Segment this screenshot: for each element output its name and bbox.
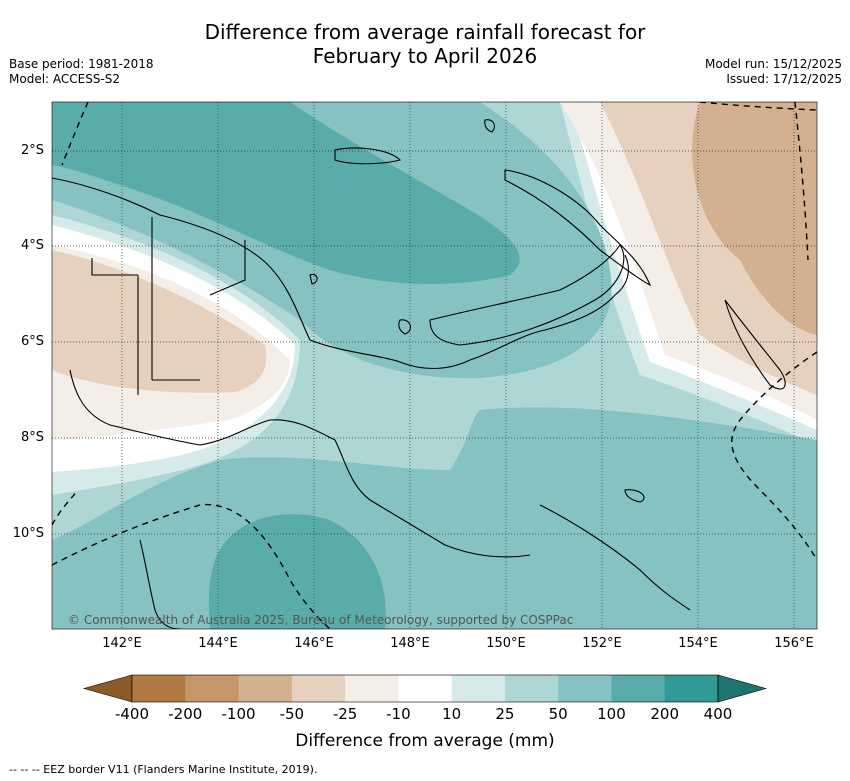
colorbar-segment — [611, 675, 666, 702]
lon-label-144e: 144°E — [198, 636, 238, 651]
eez-border-ne — [699, 102, 817, 111]
lat-label-10s: 10°S — [12, 526, 44, 541]
small-islands — [309, 119, 645, 503]
model-run-text: Model run: 15/12/2025 — [704, 57, 842, 71]
eez-border-sw — [52, 489, 79, 526]
colorbar-segment — [132, 675, 186, 702]
colorbar-tick-label: 400 — [703, 705, 733, 723]
colorbar-extend-high — [717, 674, 768, 703]
colorbar — [82, 674, 768, 703]
eez-border-se — [731, 351, 817, 561]
map-frame — [51, 101, 818, 630]
colorbar-tick-label: -200 — [168, 705, 203, 723]
lon-label-148e: 148°E — [390, 636, 430, 651]
anomaly-band-minus25-w — [52, 250, 267, 393]
anomaly-band-100-200-south — [208, 514, 386, 629]
eez-legend: -- -- -- EEZ border V11 (Flanders Marine… — [9, 763, 318, 776]
lat-label-4s: 4°S — [20, 238, 44, 253]
province-borders — [91, 217, 246, 395]
lon-label-152e: 152°E — [582, 636, 622, 651]
colorbar-tick-label: -25 — [332, 705, 358, 723]
colorbar-tick-label: -100 — [221, 705, 256, 723]
colorbar-segment — [185, 675, 239, 702]
colorbar-segment — [345, 675, 399, 702]
coastlines — [52, 119, 786, 629]
new-guinea-north-coast — [52, 177, 629, 369]
colorbar-frame — [131, 674, 719, 703]
louisiade-archipelago — [539, 504, 691, 611]
model-text: Model: ACCESS-S2 — [9, 72, 121, 86]
map-fill-layer — [52, 102, 817, 629]
lon-label-150e: 150°E — [486, 636, 526, 651]
colorbar-tick-label: 50 — [548, 705, 568, 723]
lat-label-2s: 2°S — [20, 143, 44, 158]
title-line-2: February to April 2026 — [312, 44, 538, 68]
new-ireland — [504, 169, 652, 287]
meta-right: Model run: 15/12/2025 Issued: 17/12/2025 — [705, 57, 842, 87]
colorbar-segment — [398, 675, 453, 702]
lon-label-154e: 154°E — [678, 636, 718, 651]
graticule — [52, 102, 817, 629]
colorbar-extend-low — [82, 674, 133, 703]
bougainville — [724, 299, 786, 390]
title-line-1: Difference from average rainfall forecas… — [204, 20, 646, 44]
colorbar-tick-label: -10 — [386, 705, 411, 723]
new-britain — [429, 244, 625, 346]
colorbar-segment — [664, 675, 719, 702]
lon-label-146e: 146°E — [294, 636, 334, 651]
issued-text: Issued: 17/12/2025 — [726, 72, 842, 86]
manus-island — [334, 147, 402, 165]
colorbar-segment — [504, 675, 559, 702]
new-guinea-south-coast — [69, 369, 531, 558]
cape-york — [139, 539, 181, 629]
base-period-text: Base period: 1981-2018 — [9, 57, 154, 71]
copyright-credit: © Commonwealth of Australia 2025, Bureau… — [68, 613, 574, 627]
lon-label-156e: 156°E — [774, 636, 814, 651]
anomaly-band-minus50-ne — [692, 102, 817, 335]
meta-left: Base period: 1981-2018 Model: ACCESS-S2 — [9, 57, 154, 87]
lat-label-8s: 8°S — [20, 430, 44, 445]
colorbar-tick-label: -50 — [279, 705, 305, 723]
colorbar-segment — [451, 675, 506, 702]
colorbar-tick-label: 100 — [597, 705, 626, 723]
colorbar-tick-label: 200 — [650, 705, 680, 723]
eez-border-nw — [61, 102, 89, 166]
eez-border-east — [794, 102, 809, 261]
colorbar-segment — [291, 675, 346, 702]
eez-border-south — [52, 503, 331, 629]
map-title: Difference from average rainfall forecas… — [0, 20, 850, 68]
colorbar-label: Difference from average (mm) — [295, 731, 555, 751]
colorbar-segment — [558, 675, 612, 702]
lon-label-142e: 142°E — [102, 636, 142, 651]
colorbar-tick-label: -400 — [114, 705, 150, 723]
colorbar-tick-label: 10 — [442, 705, 462, 723]
anomaly-band-100-200-north — [52, 102, 520, 285]
colorbar-tick-label: 25 — [495, 705, 515, 723]
colorbar-segment — [238, 675, 293, 702]
lat-label-6s: 6°S — [20, 334, 44, 349]
eez-borders — [52, 102, 817, 629]
